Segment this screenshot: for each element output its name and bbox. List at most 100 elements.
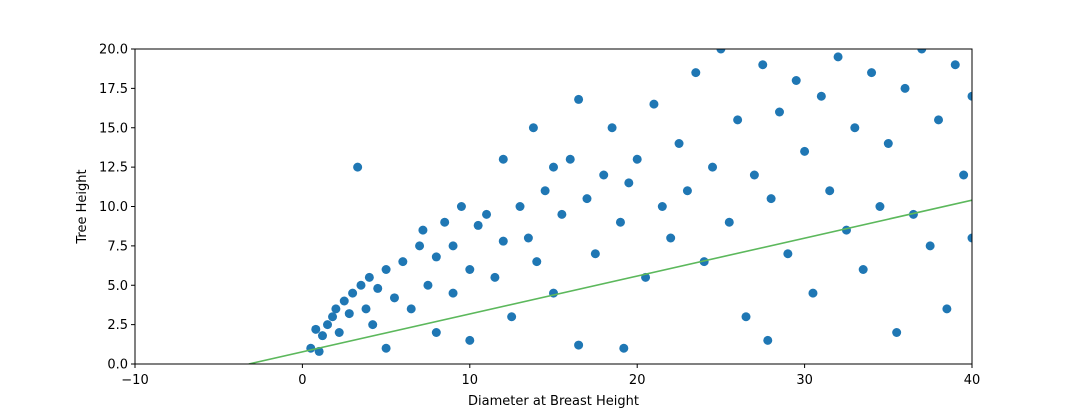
scatter-point — [908, 209, 918, 219]
scatter-point — [599, 170, 609, 180]
scatter-point — [311, 324, 321, 334]
scatter-point — [482, 209, 492, 219]
scatter-point — [825, 186, 835, 196]
scatter-point — [528, 123, 538, 133]
y-tick-label: 0.0 — [107, 358, 128, 373]
x-axis-label: Diameter at Breast Height — [468, 394, 639, 409]
y-tick-label: 20.0 — [99, 43, 128, 58]
scatter-point — [549, 162, 558, 172]
scatter-point — [381, 343, 391, 353]
scatter-point — [791, 76, 801, 85]
scatter-point — [398, 257, 408, 267]
scatter-point — [708, 162, 718, 172]
y-axis-ticks: 0.0 2.5 5.0 7.5 10.0 12.5 15.0 17.5 20.0 — [99, 43, 135, 373]
scatter-point — [431, 328, 441, 337]
scatter-point — [800, 146, 810, 156]
scatter-point — [724, 217, 734, 227]
scatter-point — [615, 217, 625, 227]
y-tick-label: 10.0 — [99, 200, 128, 215]
scatter-point — [317, 331, 327, 341]
scatter-point — [619, 343, 629, 353]
scatter-point — [574, 94, 584, 104]
scatter-point — [691, 68, 701, 78]
scatter-point — [774, 107, 784, 117]
scatter-point — [649, 99, 659, 109]
y-tick-label: 7.5 — [107, 239, 128, 254]
scatter-point — [733, 115, 743, 125]
scatter-point — [590, 249, 600, 259]
scatter-point — [473, 220, 483, 230]
scatter-point — [716, 49, 726, 54]
scatter-point — [808, 288, 818, 298]
scatter-point — [741, 312, 751, 322]
scatter-point — [766, 194, 776, 204]
scatter-point — [607, 123, 617, 133]
scatter-point — [448, 241, 458, 251]
x-tick-label: 20 — [629, 373, 646, 388]
scatter-point — [406, 304, 416, 314]
scatter-point — [867, 68, 877, 78]
x-tick-label: 40 — [964, 373, 981, 388]
scatter-point — [523, 233, 533, 243]
x-tick-label: 30 — [796, 373, 813, 388]
fit-line — [248, 199, 972, 364]
scatter-point — [328, 312, 338, 322]
scatter-point — [959, 170, 969, 180]
scatter-point — [875, 202, 885, 211]
scatter-point — [816, 91, 826, 101]
scatter-point — [415, 241, 425, 251]
x-tick-label: 0 — [298, 373, 306, 388]
y-tick-label: 5.0 — [107, 279, 128, 294]
scatter-point — [334, 328, 344, 337]
scatter-point — [917, 49, 927, 54]
y-tick-label: 17.5 — [99, 82, 128, 97]
scatter-point — [833, 52, 843, 62]
scatter-point — [682, 186, 692, 196]
scatter-point — [323, 320, 333, 330]
scatter-points — [306, 49, 972, 356]
y-tick-label: 12.5 — [99, 161, 128, 176]
scatter-point — [448, 288, 458, 298]
scatter-point — [674, 139, 684, 148]
scatter-point — [892, 328, 902, 337]
scatter-point — [465, 335, 475, 345]
fit-line-layer — [248, 199, 972, 364]
scatter-point — [368, 320, 378, 330]
scatter-point — [381, 265, 391, 274]
scatter-point — [344, 309, 354, 319]
scatter-point — [632, 154, 642, 164]
scatter-point — [967, 233, 972, 243]
scatter-point — [582, 194, 592, 204]
scatter-point — [758, 60, 768, 70]
y-tick-label: 15.0 — [99, 121, 128, 136]
scatter-point — [883, 139, 893, 148]
scatter-point — [373, 283, 383, 293]
scatter-point — [850, 123, 860, 133]
y-axis-label: Tree Height — [75, 169, 90, 244]
scatter-point — [490, 272, 500, 282]
scatter-point — [925, 241, 935, 251]
scatter-point — [540, 186, 550, 196]
scatter-point — [942, 304, 952, 314]
scatter-point — [440, 217, 450, 227]
scatter-point — [331, 304, 341, 314]
scatter-point — [950, 60, 960, 70]
scatter-point — [507, 312, 517, 322]
scatter-point — [900, 83, 910, 93]
scatter-point — [763, 335, 773, 345]
scatter-point — [498, 236, 508, 246]
scatter-point — [515, 202, 525, 211]
scatter-point — [574, 340, 584, 350]
x-axis-ticks: −10 0 10 20 30 40 — [121, 364, 980, 388]
x-tick-label: 10 — [462, 373, 479, 388]
scatter-point — [389, 293, 399, 303]
scatter-point — [565, 154, 575, 164]
scatter-point — [666, 233, 676, 243]
scatter-point — [356, 280, 366, 290]
scatter-point — [465, 265, 475, 274]
scatter-point — [749, 170, 759, 180]
scatter-point — [456, 202, 466, 211]
scatter-point — [353, 162, 363, 172]
